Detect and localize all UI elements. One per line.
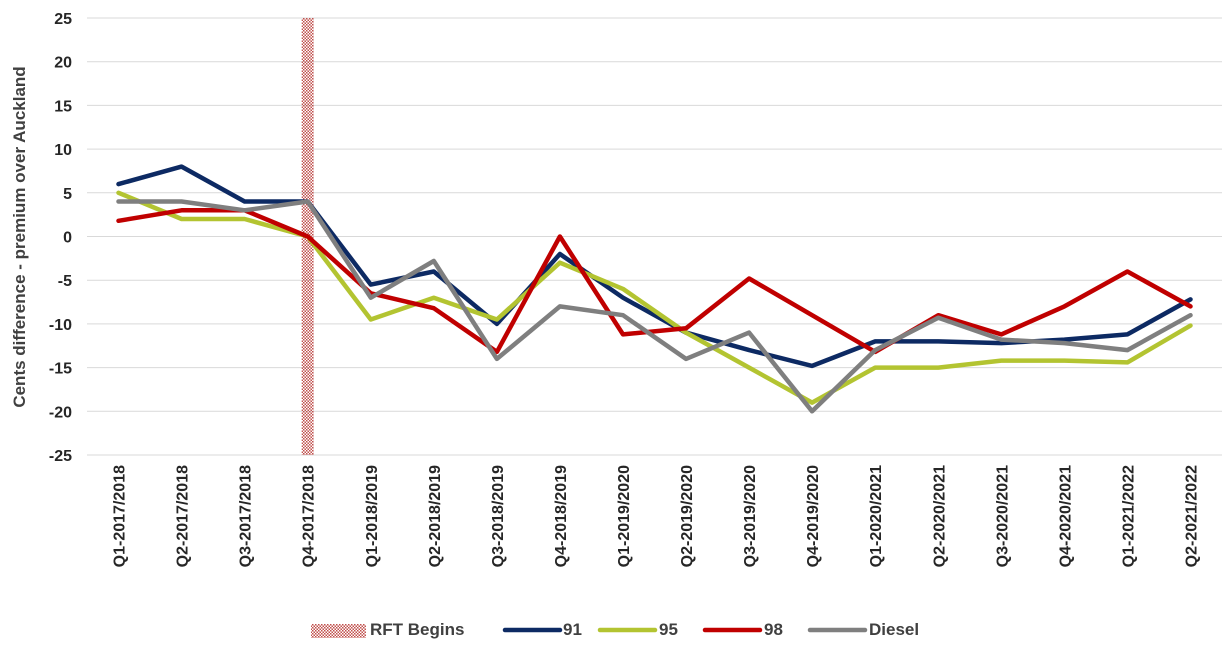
x-axis-ticks: Q1-2017/2018 Q2-2017/2018 Q3-2017/2018 Q4-2… [112,465,1201,567]
x-tick-label: Q1-2018/2019 [364,465,381,567]
legend-label-rft-begins: RFT Begins [370,620,464,639]
series-line-diesel [116,199,1193,414]
legend-label-91: 91 [563,620,582,639]
y-tick-label: -10 [49,317,72,334]
legend-label-95: 95 [659,620,678,639]
y-tick-label: 10 [54,142,72,159]
x-tick-label: Q3-2019/2020 [742,465,759,567]
legend: RFT Begins 91 95 98 Diesel [311,620,919,639]
x-tick-label: Q4-2020/2021 [1057,465,1074,567]
y-tick-label: -25 [49,448,72,465]
y-axis-title: Cents difference - premium over Auckland [10,66,29,407]
y-tick-label: 0 [63,230,72,247]
x-tick-label: Q3-2018/2019 [490,465,507,567]
y-tick-label: 5 [63,186,72,203]
y-tick-label: 20 [54,55,72,72]
x-tick-label: Q2-2019/2020 [679,465,696,567]
legend-swatch-rft-begins [311,624,366,638]
y-axis-ticks: 25 20 15 10 5 0 -5 -10 -15 -20 -25 [49,11,72,465]
series-line-98 [116,208,1193,355]
x-tick-label: Q1-2019/2020 [616,465,633,567]
y-tick-label: 15 [54,98,72,115]
x-tick-label: Q1-2020/2021 [868,465,885,567]
series-lines [116,164,1193,414]
y-tick-label: -20 [49,404,72,421]
x-tick-label: Q4-2017/2018 [301,465,318,567]
x-tick-label: Q4-2018/2019 [553,465,570,567]
x-tick-label: Q2-2017/2018 [175,465,192,567]
x-tick-label: Q1-2021/2022 [1120,465,1137,567]
x-tick-label: Q1-2017/2018 [112,465,129,567]
x-tick-label: Q4-2019/2020 [805,465,822,567]
legend-label-98: 98 [764,620,783,639]
legend-label-diesel: Diesel [869,620,919,639]
x-tick-label: Q2-2021/2022 [1183,465,1200,567]
y-tick-label: -5 [58,273,72,290]
x-tick-label: Q3-2020/2021 [994,465,1011,567]
y-tick-label: -15 [49,361,72,378]
gridlines [87,17,1222,456]
x-tick-label: Q3-2017/2018 [238,465,255,567]
y-tick-label: 25 [54,11,72,28]
x-tick-label: Q2-2018/2019 [427,465,444,567]
x-tick-label: Q2-2020/2021 [931,465,948,567]
